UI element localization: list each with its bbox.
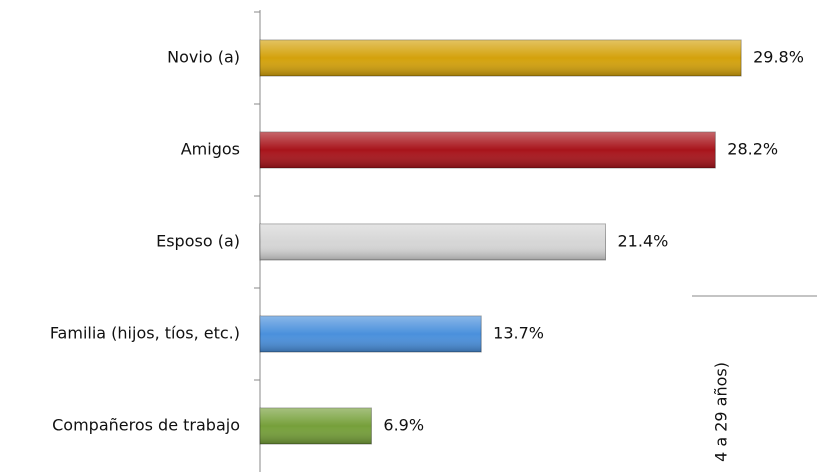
bar-shine	[260, 132, 716, 168]
bar-shine	[260, 316, 482, 352]
category-label: Amigos	[181, 140, 240, 159]
category-label: Compañeros de trabajo	[52, 416, 240, 435]
category-label: Familia (hijos, tíos, etc.)	[50, 324, 240, 343]
annotation: 4 a 29 años)	[712, 362, 731, 462]
bar-shine	[260, 224, 606, 260]
value-label: 6.9%	[383, 416, 424, 435]
bar-shine	[260, 40, 742, 76]
category-label: Novio (a)	[167, 48, 240, 67]
value-label: 28.2%	[727, 140, 778, 159]
value-label: 21.4%	[618, 232, 669, 251]
value-label: 13.7%	[493, 324, 544, 343]
bar-shine	[260, 408, 372, 444]
value-label: 29.8%	[753, 48, 804, 67]
category-label: Esposo (a)	[156, 232, 240, 251]
